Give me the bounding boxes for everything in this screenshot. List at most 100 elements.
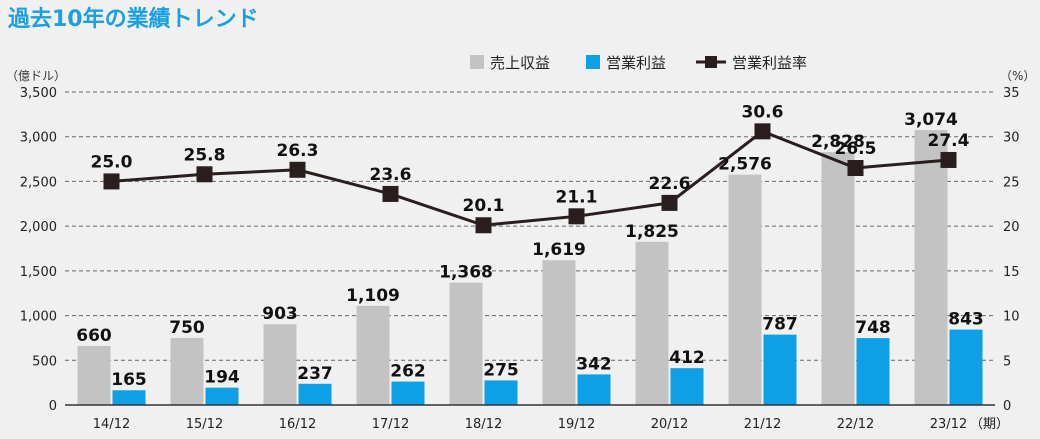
margin-value-label: 25.8 (184, 145, 226, 165)
margin-marker (847, 160, 864, 177)
x-tick-label: 19/12 (558, 417, 595, 432)
operating-income-bar (577, 374, 611, 405)
margin-value-label: 23.6 (370, 165, 412, 185)
operating-income-bar (298, 383, 332, 405)
revenue-bar (449, 282, 483, 405)
revenue-bar (263, 324, 297, 405)
margin-value-label: 20.1 (463, 196, 505, 216)
revenue-bar (635, 241, 669, 405)
operating-income-value-label: 748 (855, 318, 891, 338)
revenue-bar (542, 260, 576, 405)
margin-marker (289, 161, 306, 178)
operating-income-bar (205, 387, 239, 405)
y-left-tick-label: 0 (49, 399, 57, 414)
x-tick-label: 17/12 (372, 417, 409, 432)
operating-income-value-label: 412 (669, 348, 705, 368)
revenue-bar (77, 345, 111, 405)
margin-marker (754, 123, 771, 140)
x-tick-label: 14/12 (93, 417, 130, 432)
x-tick-label: 21/12 (744, 417, 781, 432)
revenue-value-label: 1,368 (439, 263, 493, 283)
operating-income-bar (484, 380, 518, 405)
y-right-tick-label: 15 (1003, 265, 1020, 280)
operating-income-value-label: 342 (576, 354, 612, 374)
revenue-bar (170, 337, 204, 405)
operating-income-bar (670, 368, 704, 405)
operating-income-bar (763, 334, 797, 405)
operating-income-bar (949, 329, 983, 405)
axes: 0 500 1,000 1,500 2,000 2,500 3,000 3,500 0 5 10 15… (20, 86, 1020, 432)
margin-marker (475, 217, 492, 234)
x-tick-label: 20/12 (651, 417, 688, 432)
y-left-tick-label: 500 (32, 354, 57, 369)
y-left-tick-label: 1,500 (20, 265, 57, 280)
legend-operating-income-swatch (586, 55, 600, 69)
margin-value-label: 27.4 (928, 131, 970, 151)
margin-marker (103, 173, 120, 190)
y-left-tick-label: 1,000 (20, 310, 57, 325)
margin-value-label: 22.6 (649, 174, 691, 194)
margin-marker (196, 166, 213, 183)
operating-income-value-label: 275 (483, 360, 519, 380)
operating-income-bar (391, 381, 425, 405)
x-tick-label: 15/12 (186, 417, 223, 432)
revenue-bar (728, 174, 762, 405)
legend-revenue-label: 売上収益 (490, 54, 550, 72)
operating-income-bar (112, 390, 146, 405)
y-left-tick-label: 2,000 (20, 220, 57, 235)
chart-title: 過去10年の業績トレンド (8, 6, 259, 32)
data-labels: 660 165 750 194 903 237 1,109 262 1,368 275 1,619 3… (76, 102, 984, 390)
margin-marker (382, 185, 399, 202)
revenue-value-label: 2,576 (718, 155, 772, 175)
legend-revenue-swatch (470, 55, 484, 69)
y-left-tick-label: 3,000 (20, 131, 57, 146)
bars (77, 130, 983, 406)
operating-income-value-label: 843 (948, 310, 984, 330)
x-tick-label: 18/12 (465, 417, 502, 432)
legend: 売上収益 営業利益 営業利益率 (470, 54, 807, 72)
y-right-tick-label: 5 (1003, 354, 1011, 369)
revenue-bar (821, 152, 855, 405)
x-tick-label: 16/12 (279, 417, 316, 432)
margin-value-label: 25.0 (91, 152, 133, 172)
revenue-value-label: 1,619 (532, 240, 586, 260)
margin-value-label: 21.1 (556, 187, 598, 207)
margin-value-label: 26.5 (835, 139, 877, 159)
legend-margin-label: 営業利益率 (732, 54, 807, 72)
y-right-tick-label: 25 (1003, 175, 1020, 190)
y-left-tick-label: 3,500 (20, 86, 57, 101)
y-right-tick-label: 30 (1003, 131, 1020, 146)
margin-marker (940, 151, 957, 168)
operating-income-value-label: 237 (297, 364, 333, 384)
margin-marker (661, 194, 678, 211)
revenue-value-label: 903 (262, 304, 298, 324)
margin-line (103, 123, 957, 234)
revenue-bar (356, 305, 390, 405)
revenue-value-label: 3,074 (904, 110, 958, 130)
y-left-tick-label: 2,500 (20, 175, 57, 190)
operating-income-value-label: 787 (762, 315, 798, 335)
operating-income-value-label: 165 (111, 370, 147, 390)
revenue-value-label: 2,828 (811, 132, 865, 152)
margin-value-label: 30.6 (742, 102, 784, 122)
operating-income-value-label: 262 (390, 362, 426, 382)
revenue-bar (914, 130, 948, 406)
revenue-value-label: 660 (76, 326, 112, 346)
right-axis-unit: （%） (1000, 69, 1035, 83)
y-right-tick-label: 35 (1003, 86, 1020, 101)
margin-value-label: 26.3 (277, 141, 319, 161)
left-axis-unit: （億ドル） (6, 69, 66, 83)
legend-operating-income-label: 営業利益 (606, 54, 666, 72)
x-tick-label: 22/12 (837, 417, 874, 432)
y-right-tick-label: 10 (1003, 310, 1020, 325)
revenue-value-label: 1,825 (625, 222, 679, 242)
x-tick-label: 23/12 (930, 417, 967, 432)
revenue-value-label: 750 (169, 318, 205, 338)
margin-line-path (111, 129, 949, 227)
x-axis-suffix: （期） (970, 417, 1009, 432)
revenue-value-label: 1,109 (346, 286, 400, 306)
margin-marker (568, 208, 585, 225)
gridlines (65, 91, 995, 361)
legend-margin-marker (705, 56, 717, 68)
y-right-tick-label: 0 (1003, 399, 1011, 414)
